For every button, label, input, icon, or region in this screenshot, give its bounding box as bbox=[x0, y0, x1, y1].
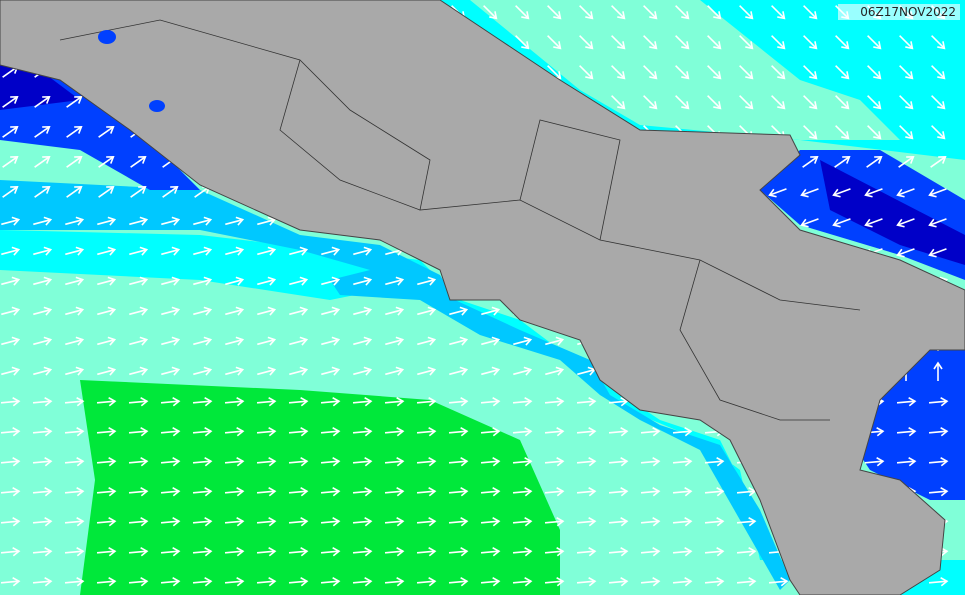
timestamp: 06Z17NOV2022 bbox=[860, 5, 956, 19]
sea-cyan bbox=[0, 230, 965, 595]
sea-aqua-north bbox=[470, 0, 900, 140]
lake bbox=[149, 100, 165, 112]
sea-darkblue bbox=[0, 60, 80, 110]
sea-green bbox=[80, 380, 560, 595]
lake bbox=[98, 30, 116, 44]
borders bbox=[59, 19, 861, 421]
timestamp-bg bbox=[838, 4, 960, 20]
sea-darkblue-east bbox=[820, 160, 965, 265]
